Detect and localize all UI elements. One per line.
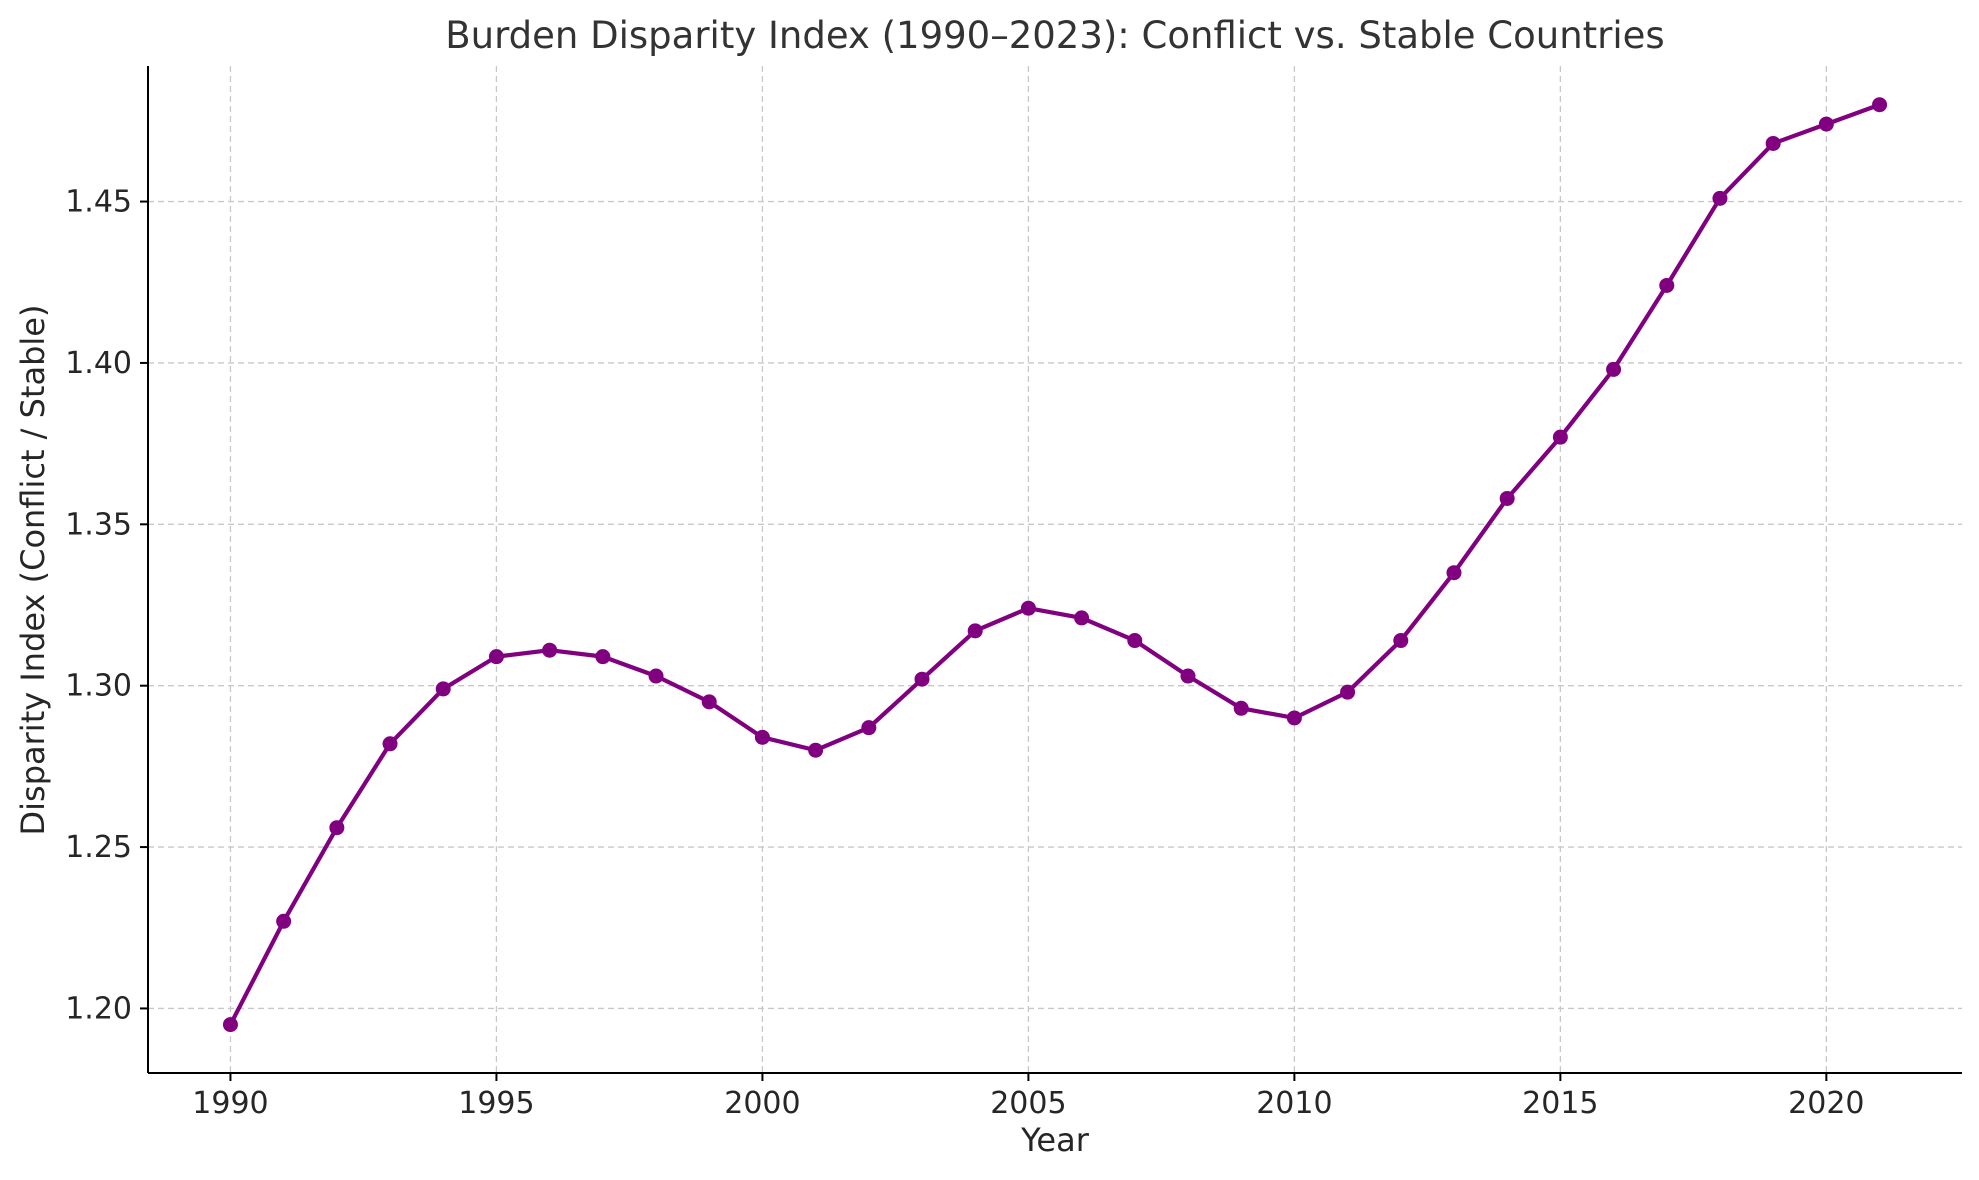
x-tick-label: 2000 (724, 1086, 800, 1121)
chart-title: Burden Disparity Index (1990–2023): Conf… (445, 14, 1664, 57)
ticks: 1990 1995 2000 2005 2010 2015 2020 1.20 1.25 1.30… (65, 185, 1864, 1121)
data-point (1712, 190, 1728, 206)
data-point (595, 649, 611, 665)
y-tick-label: 1.35 (65, 507, 132, 542)
data-point (222, 1017, 238, 1033)
series-line (228, 102, 1882, 1027)
y-tick-label: 1.45 (65, 185, 132, 220)
y-tick-label: 1.30 (65, 669, 132, 704)
data-point (914, 671, 930, 687)
x-tick-label: 2010 (1256, 1086, 1332, 1121)
y-tick-label: 1.25 (65, 830, 132, 865)
data-point (808, 742, 824, 758)
data-point (329, 820, 345, 836)
data-point (1020, 600, 1036, 616)
data-point (1552, 429, 1568, 445)
data-point (648, 668, 664, 684)
data-point (1446, 565, 1462, 581)
y-tick-label: 1.40 (65, 346, 132, 381)
data-point (435, 681, 451, 697)
data-point (1499, 490, 1515, 506)
data-point (754, 729, 770, 745)
data-point (1340, 684, 1356, 700)
data-point (861, 720, 877, 736)
data-point (1818, 116, 1834, 132)
x-tick-label: 2015 (1522, 1086, 1598, 1121)
data-point (1393, 633, 1409, 649)
series (222, 97, 1888, 1033)
axes (147, 66, 1962, 1074)
x-axis-label: Year (1020, 1121, 1090, 1159)
grid (148, 66, 1962, 1073)
data-point (382, 736, 398, 752)
y-axis-label: Disparity Index (Conflict / Stable) (14, 305, 52, 836)
x-tick-label: 1990 (192, 1086, 268, 1121)
data-point (276, 913, 292, 929)
data-point (1286, 710, 1302, 726)
data-point (542, 642, 558, 658)
x-tick-label: 2005 (990, 1086, 1066, 1121)
data-point (1765, 135, 1781, 151)
data-point (1233, 700, 1249, 716)
data-point (1180, 668, 1196, 684)
data-point (1606, 361, 1622, 377)
data-point (488, 649, 504, 665)
data-point (701, 694, 717, 710)
data-point (1074, 610, 1090, 626)
y-tick-label: 1.20 (65, 991, 132, 1026)
data-point (1659, 277, 1675, 293)
data-point (967, 623, 983, 639)
x-tick-label: 1995 (458, 1086, 534, 1121)
data-point (1127, 633, 1143, 649)
data-point (1872, 97, 1888, 113)
x-tick-label: 2020 (1788, 1086, 1864, 1121)
